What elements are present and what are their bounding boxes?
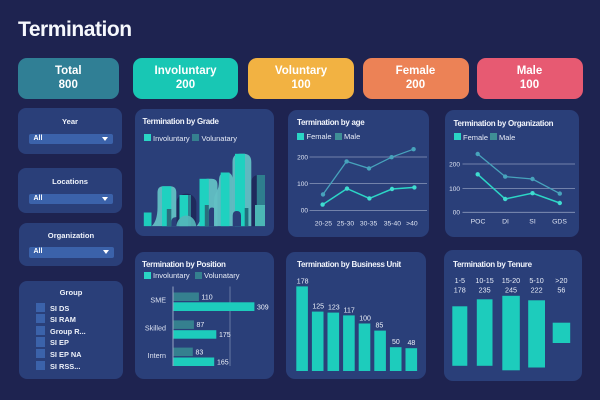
svg-text:56: 56	[557, 286, 565, 295]
svg-text:>20: >20	[555, 276, 567, 285]
svg-text:1-5: 1-5	[455, 276, 465, 285]
svg-text:35-40: 35-40	[384, 221, 402, 228]
svg-text:100: 100	[297, 181, 308, 188]
svg-text:20-25: 20-25	[315, 221, 333, 228]
svg-text:117: 117	[344, 307, 355, 314]
svg-text:85: 85	[376, 323, 384, 330]
svg-text:Skilled: Skilled	[145, 324, 166, 333]
svg-text:15-20: 15-20	[502, 276, 520, 285]
svg-text:245: 245	[505, 286, 517, 295]
svg-text:309: 309	[257, 304, 269, 311]
svg-text:DI: DI	[502, 219, 509, 226]
svg-text:00: 00	[301, 208, 309, 215]
svg-text:165: 165	[217, 359, 229, 366]
svg-text:100: 100	[359, 316, 371, 323]
svg-text:30-35: 30-35	[360, 221, 378, 228]
svg-text:235: 235	[479, 286, 491, 295]
svg-text:200: 200	[449, 161, 460, 168]
svg-text:SME: SME	[150, 296, 166, 305]
svg-text:100: 100	[449, 186, 460, 193]
svg-text:87: 87	[197, 322, 205, 329]
svg-text:50: 50	[392, 339, 400, 346]
svg-text:SI: SI	[529, 219, 536, 226]
svg-text:83: 83	[196, 349, 204, 356]
svg-text:10-15: 10-15	[475, 276, 493, 285]
svg-text:123: 123	[328, 305, 340, 312]
svg-text:>40: >40	[406, 221, 418, 228]
svg-text:25-30: 25-30	[337, 221, 355, 228]
svg-text:00: 00	[453, 210, 461, 217]
svg-text:178: 178	[297, 278, 309, 285]
svg-text:POC: POC	[471, 219, 486, 226]
svg-text:178: 178	[454, 286, 466, 295]
svg-text:Intern: Intern	[148, 351, 166, 360]
svg-text:48: 48	[408, 340, 416, 347]
svg-text:200: 200	[297, 154, 308, 161]
svg-text:5-10: 5-10	[529, 276, 543, 285]
svg-text:GDS: GDS	[552, 219, 567, 226]
svg-text:125: 125	[312, 304, 324, 311]
svg-text:110: 110	[202, 294, 213, 301]
svg-text:222: 222	[531, 286, 543, 295]
svg-text:175: 175	[219, 332, 231, 339]
